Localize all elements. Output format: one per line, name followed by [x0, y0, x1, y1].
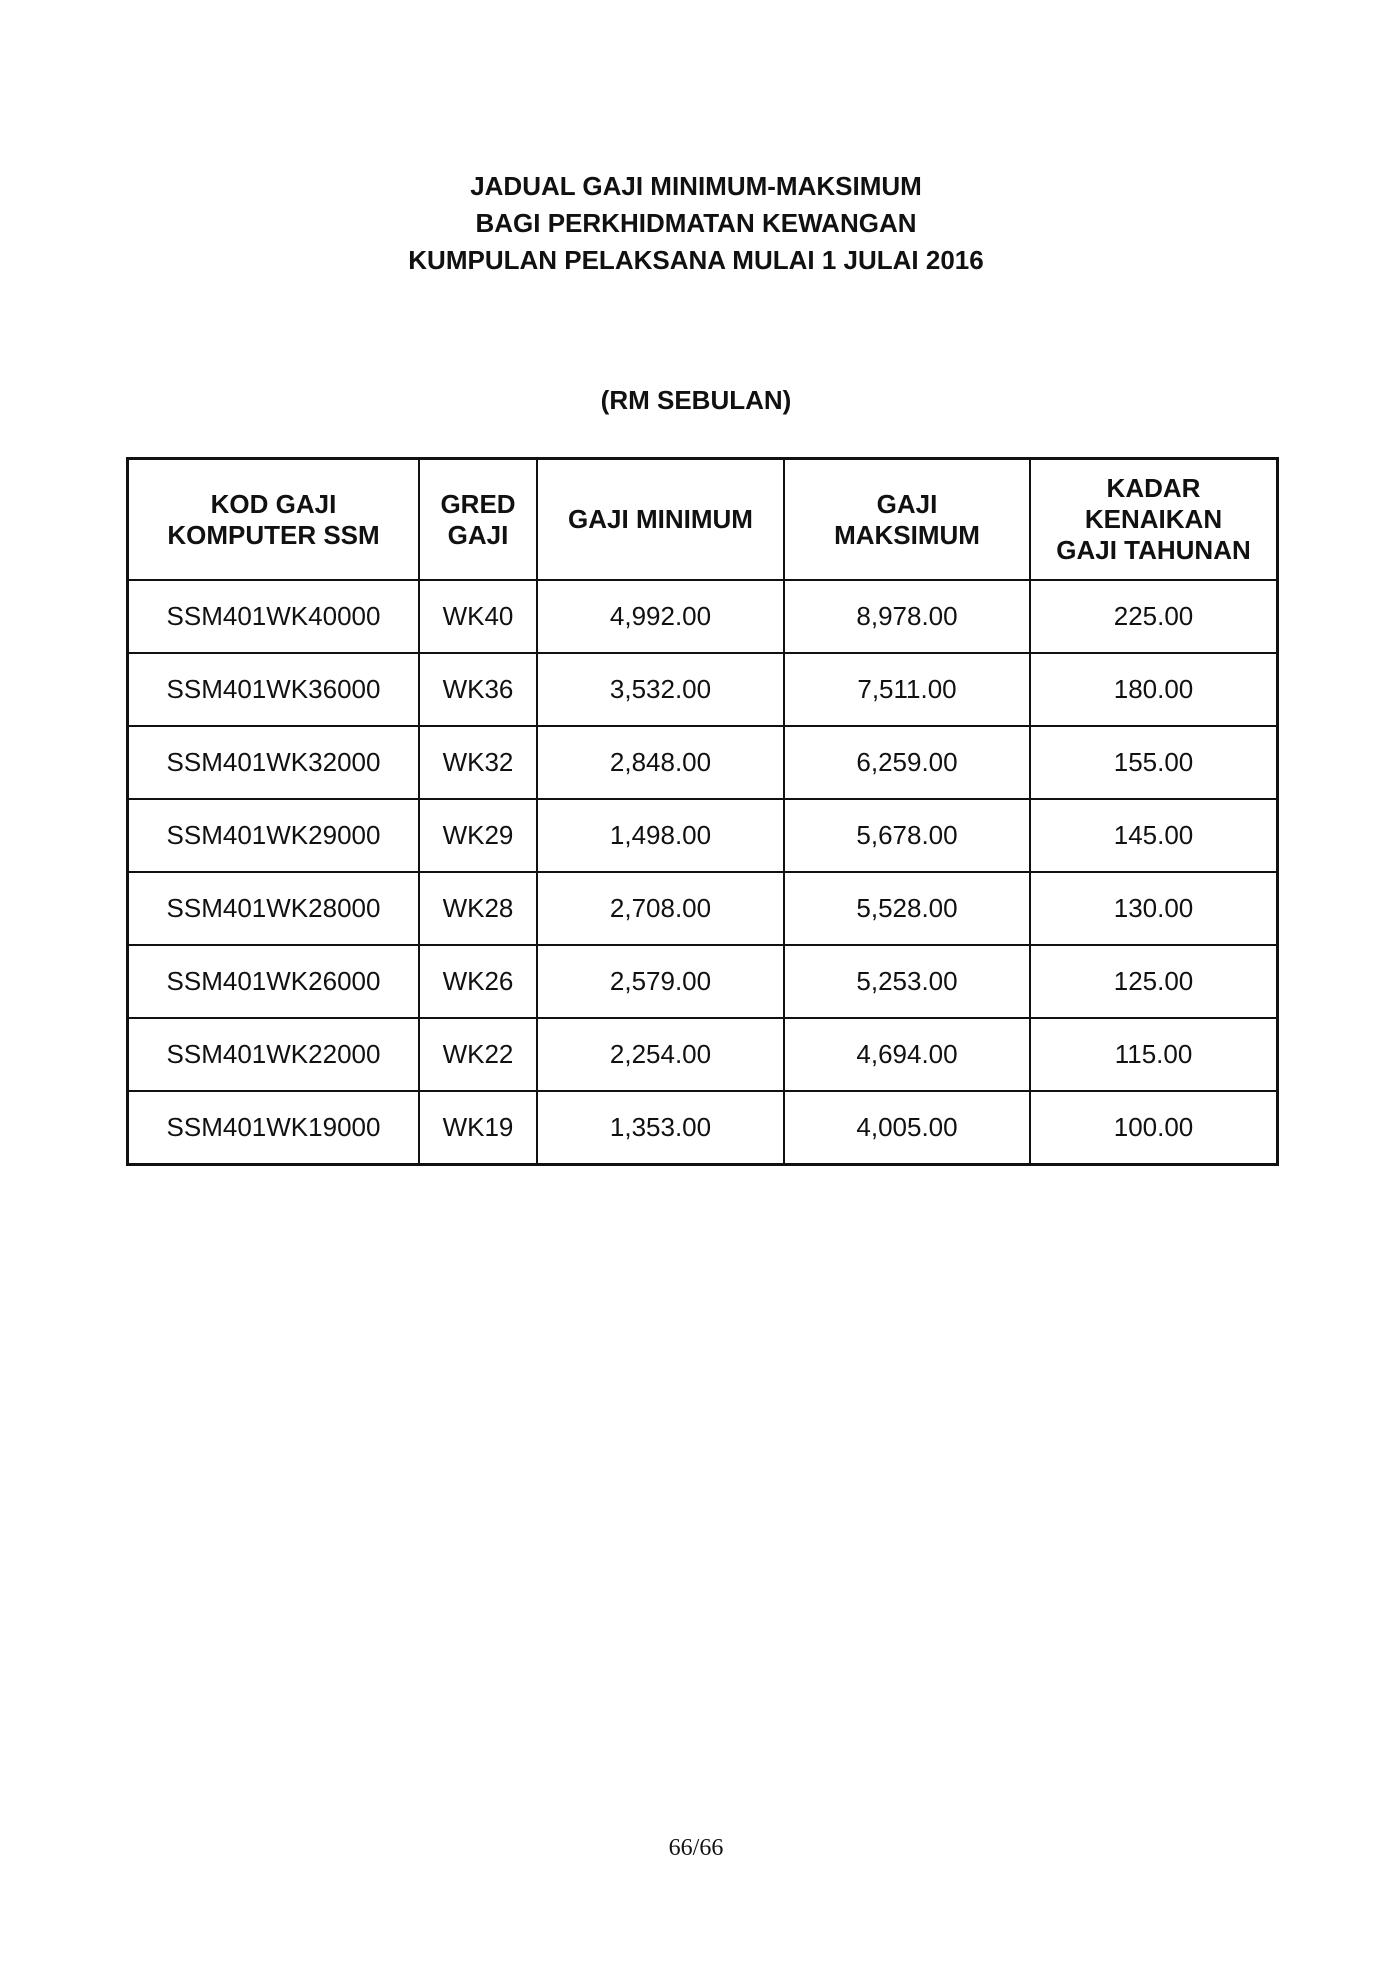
title-line: JADUAL GAJI MINIMUM-MAKSIMUM: [470, 171, 922, 201]
header-line: GAJI MINIMUM: [568, 504, 753, 534]
cell-gaji-minimum: 1,498.00: [536, 798, 785, 873]
cell-kadar-kenaikan: 180.00: [1029, 652, 1279, 727]
cell-gaji-minimum: 4,992.00: [536, 579, 785, 654]
cell-kadar-kenaikan: 100.00: [1029, 1090, 1279, 1166]
cell-kod-gaji: SSM401WK22000: [126, 1017, 420, 1092]
header-line: MAKSIMUM: [834, 519, 980, 550]
header-line: KOMPUTER SSM: [167, 519, 380, 550]
table-row: SSM401WK19000 WK19 1,353.00 4,005.00 100.00: [126, 1090, 1279, 1166]
cell-kadar-kenaikan: 125.00: [1029, 944, 1279, 1019]
cell-gred: WK29: [418, 798, 538, 873]
currency-unit: (RM SEBULAN): [600, 385, 792, 415]
cell-gred: WK40: [418, 579, 538, 654]
cell-kod-gaji: SSM401WK26000: [126, 944, 420, 1019]
title-line: KUMPULAN PELAKSANA MULAI 1 JULAI 2016: [408, 245, 984, 275]
cell-gaji-minimum: 2,579.00: [536, 944, 785, 1019]
table-row: SSM401WK36000 WK36 3,532.00 7,511.00 180.00: [126, 652, 1279, 727]
cell-gred: WK22: [418, 1017, 538, 1092]
header-kod-gaji: KOD GAJI KOMPUTER SSM: [126, 457, 420, 581]
salary-table: KOD GAJI KOMPUTER SSM GRED GAJI GAJI MINIMUM…: [126, 457, 1279, 1166]
header-gaji-minimum: GAJI MINIMUM: [536, 457, 785, 581]
header-line: GAJI TAHUNAN: [1056, 535, 1251, 565]
cell-gaji-minimum: 2,254.00: [536, 1017, 785, 1092]
cell-gred: WK28: [418, 871, 538, 946]
cell-gaji-maksimum: 5,253.00: [783, 944, 1031, 1019]
cell-gaji-minimum: 3,532.00: [536, 652, 785, 727]
title-line: BAGI PERKHIDMATAN KEWANGAN: [475, 208, 917, 238]
cell-kadar-kenaikan: 145.00: [1029, 798, 1279, 873]
header-line: GAJI: [876, 488, 938, 519]
table-header-row: KOD GAJI KOMPUTER SSM GRED GAJI GAJI MINIMUM…: [126, 457, 1279, 581]
cell-gred: WK19: [418, 1090, 538, 1166]
cell-kod-gaji: SSM401WK29000: [126, 798, 420, 873]
cell-kod-gaji: SSM401WK28000: [126, 871, 420, 946]
header-gred-gaji: GRED GAJI: [418, 457, 538, 581]
cell-gaji-maksimum: 7,511.00: [783, 652, 1031, 727]
table-row: SSM401WK32000 WK32 2,848.00 6,259.00 155.00: [126, 725, 1279, 800]
table-row: SSM401WK22000 WK22 2,254.00 4,694.00 115.00: [126, 1017, 1279, 1092]
header-line: KOD GAJI: [210, 488, 337, 519]
table-row: SSM401WK29000 WK29 1,498.00 5,678.00 145.00: [126, 798, 1279, 873]
cell-kadar-kenaikan: 155.00: [1029, 725, 1279, 800]
cell-kod-gaji: SSM401WK40000: [126, 579, 420, 654]
cell-gaji-maksimum: 5,528.00: [783, 871, 1031, 946]
document-title: JADUAL GAJI MINIMUM-MAKSIMUM BAGI PERKHI…: [0, 168, 1392, 279]
cell-gred: WK36: [418, 652, 538, 727]
cell-gaji-minimum: 1,353.00: [536, 1090, 785, 1166]
header-gaji-maksimum: GAJI MAKSIMUM: [783, 457, 1031, 581]
header-line: KENAIKAN: [1084, 504, 1223, 534]
cell-kadar-kenaikan: 225.00: [1029, 579, 1279, 654]
header-line: GAJI: [447, 519, 509, 550]
page-number: 66/66: [668, 1835, 724, 1861]
table-row: SSM401WK40000 WK40 4,992.00 8,978.00 225.00: [126, 579, 1279, 654]
cell-kadar-kenaikan: 115.00: [1029, 1017, 1279, 1092]
cell-kadar-kenaikan: 130.00: [1029, 871, 1279, 946]
cell-gaji-minimum: 2,848.00: [536, 725, 785, 800]
cell-gaji-maksimum: 4,694.00: [783, 1017, 1031, 1092]
header-line: GRED: [440, 488, 516, 519]
cell-gaji-maksimum: 5,678.00: [783, 798, 1031, 873]
cell-kod-gaji: SSM401WK36000: [126, 652, 420, 727]
cell-gaji-maksimum: 6,259.00: [783, 725, 1031, 800]
header-kadar-kenaikan: KADAR KENAIKAN GAJI TAHUNAN: [1029, 457, 1279, 581]
cell-kod-gaji: SSM401WK19000: [126, 1090, 420, 1166]
cell-gred: WK26: [418, 944, 538, 1019]
cell-gaji-minimum: 2,708.00: [536, 871, 785, 946]
cell-kod-gaji: SSM401WK32000: [126, 725, 420, 800]
cell-gaji-maksimum: 4,005.00: [783, 1090, 1031, 1166]
header-line: KADAR: [1106, 473, 1201, 503]
table-row: SSM401WK26000 WK26 2,579.00 5,253.00 125.00: [126, 944, 1279, 1019]
table-row: SSM401WK28000 WK28 2,708.00 5,528.00 130.00: [126, 871, 1279, 946]
cell-gaji-maksimum: 8,978.00: [783, 579, 1031, 654]
cell-gred: WK32: [418, 725, 538, 800]
